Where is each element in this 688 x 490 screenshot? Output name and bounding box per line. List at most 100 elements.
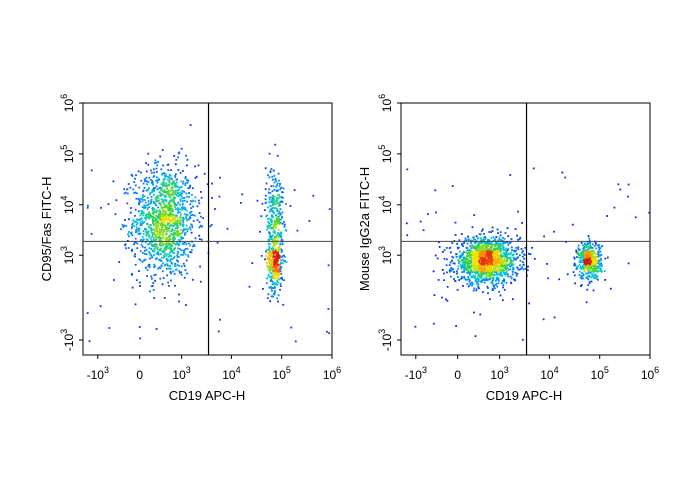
event-dot — [169, 221, 171, 224]
event-dot — [452, 256, 455, 259]
event-dot — [275, 261, 277, 264]
event-dot — [271, 268, 273, 271]
event-dot — [188, 226, 191, 229]
event-dot — [194, 165, 196, 168]
event-dot — [144, 206, 147, 209]
event-dot — [278, 215, 280, 217]
event-dot — [136, 228, 139, 230]
event-dot — [198, 212, 201, 214]
event-dot — [281, 243, 284, 245]
event-dot — [478, 249, 481, 251]
event-dot — [510, 261, 512, 264]
event-dot — [135, 192, 138, 195]
event-dot — [485, 254, 488, 257]
event-dot — [279, 231, 282, 234]
event-dot — [166, 192, 169, 195]
event-dot — [185, 209, 188, 212]
event-dot — [490, 269, 493, 272]
event-dot — [498, 255, 501, 258]
event-dot — [422, 229, 425, 232]
event-dot — [490, 264, 493, 267]
event-dot — [454, 280, 457, 282]
event-dot — [592, 255, 594, 258]
event-dot — [592, 289, 595, 292]
event-dot — [270, 279, 272, 281]
event-dot — [604, 257, 607, 260]
event-dot — [269, 286, 272, 288]
event-dot — [273, 261, 275, 264]
event-dot — [178, 188, 180, 191]
event-dot — [176, 178, 178, 181]
event-dot — [219, 176, 221, 179]
event-dot — [446, 258, 448, 261]
event-dot — [280, 266, 283, 268]
event-dot — [592, 276, 595, 279]
event-dot — [182, 229, 185, 232]
event-dot — [511, 249, 513, 252]
event-dot — [171, 178, 173, 180]
event-dot — [484, 248, 487, 251]
event-dot — [178, 211, 181, 214]
event-dot — [278, 194, 281, 197]
event-dot — [481, 228, 484, 231]
event-dot — [591, 268, 594, 270]
event-dot — [497, 244, 500, 246]
event-dot — [152, 289, 155, 291]
event-dot — [152, 244, 155, 246]
event-dot — [473, 261, 476, 264]
event-dot — [497, 247, 499, 249]
event-dot — [463, 266, 465, 269]
event-dot — [265, 215, 267, 218]
event-dot — [477, 279, 480, 282]
event-dot — [586, 249, 589, 251]
x-tick-label: 0 — [454, 368, 461, 382]
event-dot — [211, 197, 213, 199]
event-dot — [491, 271, 494, 273]
plot-frame — [82, 102, 333, 356]
event-dot — [503, 251, 505, 254]
event-dot — [598, 244, 600, 246]
event-dot — [189, 217, 192, 219]
event-dot — [583, 259, 585, 262]
event-dot — [260, 215, 263, 218]
event-dot — [579, 256, 582, 258]
event-dot — [276, 199, 279, 202]
event-dot — [582, 273, 585, 276]
event-dot — [573, 274, 576, 277]
event-dot — [187, 254, 189, 257]
event-dot — [504, 252, 507, 255]
event-dot — [272, 185, 275, 187]
event-dot — [173, 252, 176, 254]
event-dot — [511, 268, 514, 271]
event-dot — [155, 238, 158, 241]
event-dot — [531, 246, 534, 249]
event-dot — [170, 207, 173, 210]
event-dot — [273, 287, 276, 289]
event-dot — [136, 223, 138, 226]
event-dot — [272, 295, 274, 298]
event-dot — [162, 200, 165, 203]
event-dot — [152, 236, 155, 239]
event-dot — [150, 196, 153, 198]
event-dot — [165, 199, 168, 202]
x-tick-exponent: 3 — [104, 365, 109, 375]
event-dot — [582, 265, 585, 268]
event-dot — [500, 249, 502, 252]
event-dot — [167, 176, 170, 179]
event-dot — [138, 219, 141, 221]
event-dot — [500, 255, 503, 258]
event-dot — [579, 254, 582, 257]
event-dot — [268, 233, 271, 235]
event-dot — [142, 182, 145, 185]
event-dot — [486, 272, 489, 274]
event-dot — [130, 232, 132, 234]
event-dot — [279, 268, 282, 270]
event-dot — [504, 266, 507, 268]
event-dot — [184, 234, 186, 236]
event-dot — [463, 242, 465, 244]
event-dot — [190, 223, 193, 226]
event-dot — [159, 218, 162, 221]
event-dot — [271, 254, 274, 256]
event-dot — [276, 270, 279, 273]
x-tick-exponent: 5 — [604, 365, 609, 375]
